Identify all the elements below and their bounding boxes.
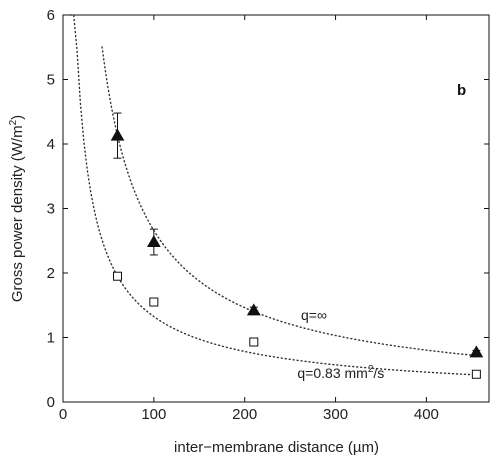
square-marker — [113, 271, 123, 281]
y-axis-title-tail: ) — [9, 115, 26, 120]
y-axis-title-sup: 2 — [8, 119, 19, 125]
x-tick-label: 400 — [414, 406, 439, 423]
y-tick-label: 6 — [47, 7, 55, 24]
square-marker — [471, 369, 481, 379]
x-tick-label: 300 — [323, 406, 348, 423]
y-tick-label: 4 — [47, 136, 55, 153]
x-tick-label: 200 — [232, 406, 257, 423]
triangle-marker — [146, 235, 161, 248]
data-marks — [110, 112, 484, 379]
y-axis-title-main: Gross power density (W/m — [9, 125, 26, 302]
y-tick-label: 5 — [47, 72, 55, 89]
annotation-q-value: q=0.83 mm2/s — [297, 364, 384, 381]
annotation-q-value-sup: 2 — [368, 364, 374, 375]
axis-ticks: 0 100 200 300 400 0 1 2 3 4 5 6 — [47, 7, 489, 423]
y-tick-label: 2 — [47, 265, 55, 282]
y-tick-label: 1 — [47, 330, 55, 347]
x-tick-label: 0 — [59, 406, 67, 423]
y-tick-label: 0 — [47, 394, 55, 411]
y-axis-title: Gross power density (W/m2) — [8, 115, 26, 302]
fit-curve-0 — [101, 46, 478, 357]
triangle-marker — [110, 128, 125, 141]
y-tick-label: 3 — [47, 201, 55, 218]
square-marker — [149, 297, 159, 307]
annotation-q-value-tail: /s — [373, 365, 384, 381]
panel-label: b — [457, 82, 466, 99]
plot-frame — [62, 14, 490, 403]
triangle-marker — [246, 303, 261, 316]
triangle-marker — [469, 345, 484, 358]
annotation-q-value-main: q=0.83 mm — [297, 365, 367, 381]
annotation-q-infinity: q=∞ — [301, 307, 327, 323]
fit-curve-1 — [69, 14, 478, 376]
fit-curves — [69, 14, 478, 376]
x-axis-title: inter−membrane distance (µm) — [174, 439, 379, 456]
x-tick-label: 100 — [141, 406, 166, 423]
square-marker — [249, 337, 259, 347]
